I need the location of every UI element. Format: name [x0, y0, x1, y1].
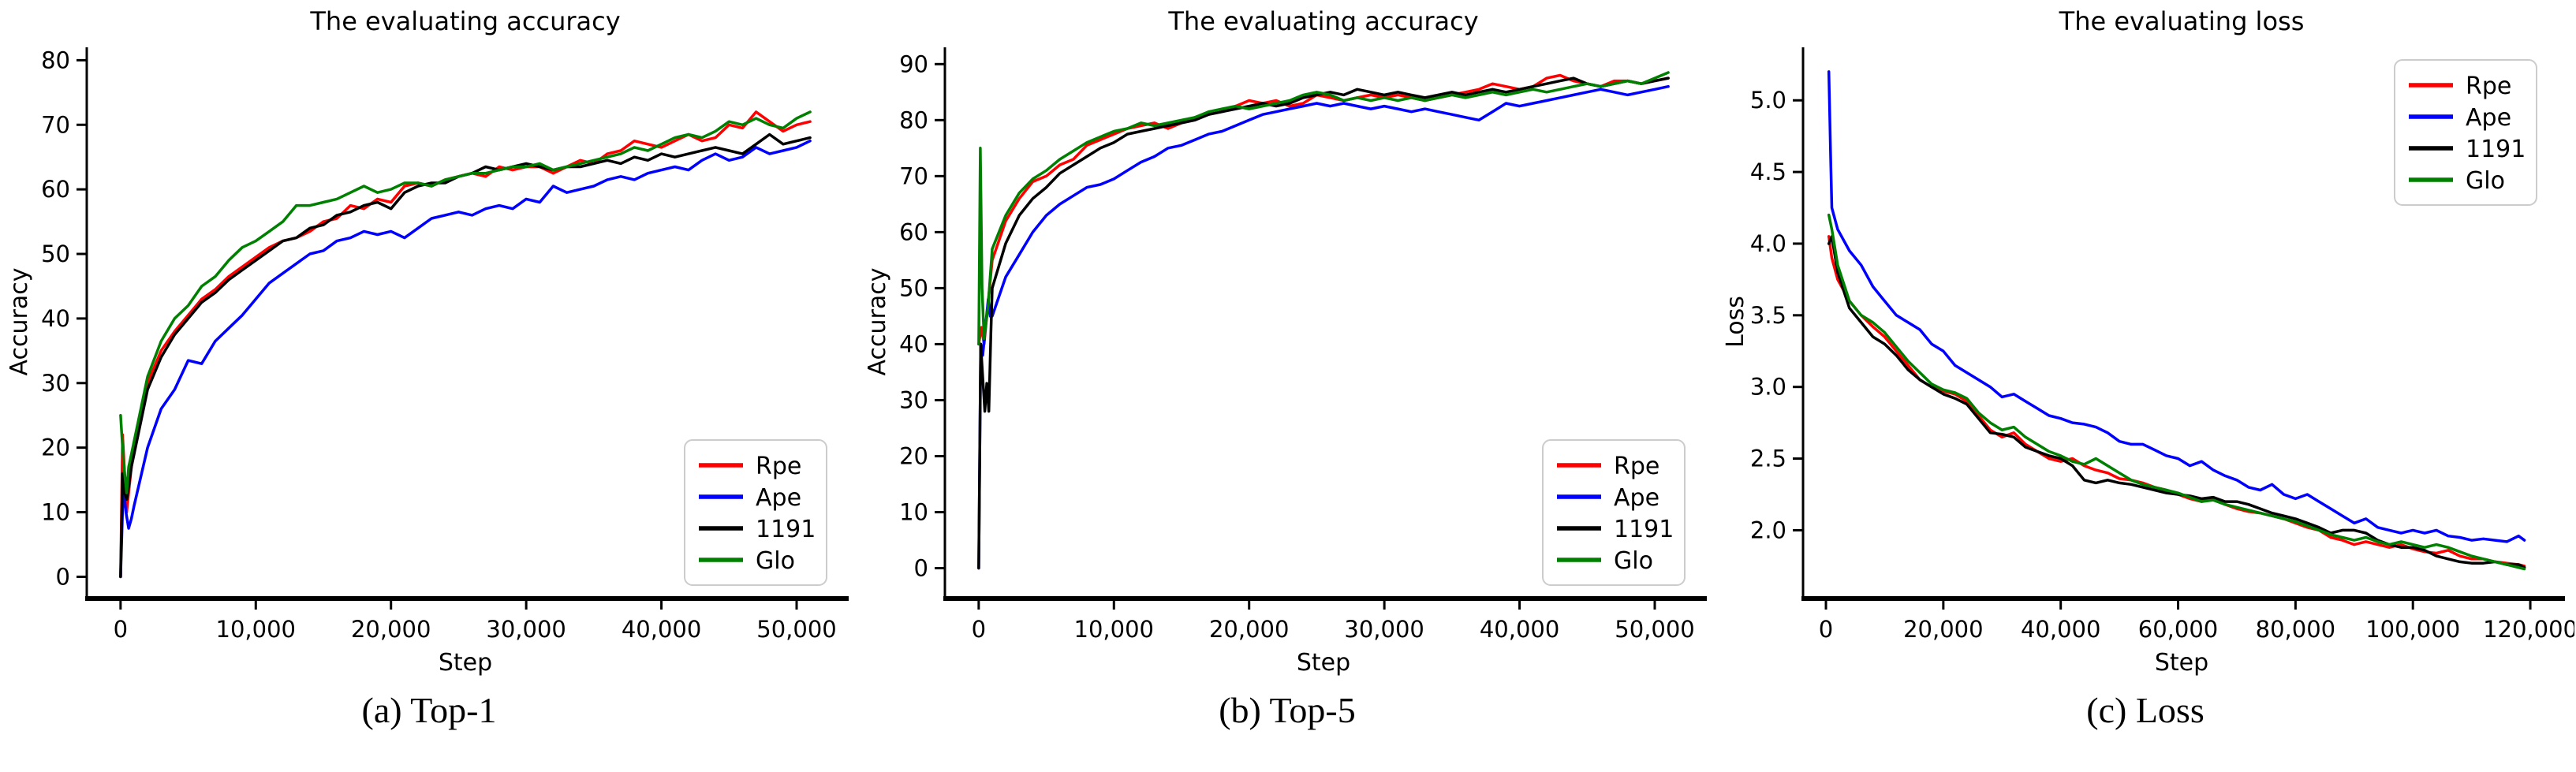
caption-loss: (c) Loss — [2086, 690, 2205, 730]
chart-title: The evaluating loss — [2059, 6, 2305, 36]
chart-title: The evaluating accuracy — [309, 6, 620, 36]
legend: Rpe Ape 1191 Glo — [684, 439, 827, 586]
figure-top5: The evaluating accuracy Accuracy Step 0 10 20… — [858, 0, 1716, 772]
legend-label-rpe: Rpe — [756, 453, 801, 480]
y-tick-label: 60 — [41, 176, 70, 203]
legend-box — [684, 439, 827, 586]
y-tick-label: 50 — [899, 274, 928, 301]
series-line-glo — [977, 71, 1670, 346]
legend-label-1191: 1191 — [1614, 516, 1674, 543]
x-axis-label: Step — [2155, 649, 2208, 677]
legend-label-ape: Ape — [2466, 104, 2511, 132]
x-tick-label: 20,000 — [1209, 616, 1289, 643]
y-tick-label: 30 — [41, 370, 70, 397]
x-tick-label: 0 — [114, 616, 128, 643]
y-axis-label: Accuracy — [6, 268, 33, 376]
x-tick-label: 0 — [1819, 616, 1833, 643]
y-tick-label: 3.0 — [1750, 374, 1786, 401]
caption-top5: (b) Top-5 — [1219, 690, 1356, 730]
figure-top1: The evaluating accuracy Accuracy Step 0 10 20… — [0, 0, 858, 772]
y-tick-label: 20 — [899, 442, 928, 469]
series-line-ape — [119, 139, 812, 579]
caption-top1: (a) Top-1 — [361, 690, 497, 730]
x-tick-label: 30,000 — [486, 616, 566, 643]
series-line-rpe — [1827, 235, 2526, 568]
series-line-1191 — [1827, 235, 2526, 569]
x-tick-label: 10,000 — [1074, 616, 1154, 643]
legend-label-glo: Glo — [756, 547, 795, 575]
series-line-glo — [119, 110, 812, 494]
legend-label-rpe: Rpe — [2466, 73, 2511, 100]
chart-top1-accuracy: The evaluating accuracy Accuracy Step 0 10 20… — [6, 6, 849, 677]
x-tick-label: 10,000 — [216, 616, 296, 643]
legend-box — [2394, 59, 2537, 206]
figure-loss: The evaluating loss Loss Step 2.0 2.5 3.0 3.5 4… — [1716, 0, 2574, 772]
x-tick-label: 0 — [972, 616, 986, 643]
y-axis-label: Accuracy — [864, 268, 891, 376]
y-tick-label: 0 — [56, 563, 70, 590]
x-tick-label: 50,000 — [1615, 616, 1694, 643]
x-tick-label: 30,000 — [1344, 616, 1424, 643]
y-tick-label: 40 — [899, 330, 928, 357]
legend-label-1191: 1191 — [2466, 136, 2526, 163]
y-tick-label: 50 — [41, 241, 70, 267]
y-tick-label: 2.0 — [1750, 517, 1786, 543]
x-tick-label: 40,000 — [1480, 616, 1559, 643]
y-tick-label: 60 — [899, 218, 928, 245]
series-line-ape — [1827, 70, 2526, 543]
y-tick-label: 30 — [899, 386, 928, 413]
x-tick-label: 50,000 — [756, 616, 836, 643]
x-tick-label: 20,000 — [1903, 616, 1983, 643]
y-tick-label: 70 — [41, 111, 70, 138]
chart-loss: The evaluating loss Loss Step 2.0 2.5 3.0 3.5 4… — [1722, 6, 2574, 677]
series-line-1191 — [119, 132, 812, 579]
series-line-rpe — [977, 73, 1670, 346]
y-tick-label: 10 — [899, 498, 928, 525]
x-axis-label: Step — [439, 649, 492, 677]
legend: Rpe Ape 1191 Glo — [1542, 439, 1686, 586]
series-line-glo — [1827, 213, 2526, 571]
x-axis-label: Step — [1297, 649, 1350, 677]
x-tick-label: 60,000 — [2138, 616, 2218, 643]
y-tick-label: 4.0 — [1750, 230, 1786, 257]
x-tick-label: 40,000 — [2021, 616, 2100, 643]
y-tick-label: 4.5 — [1750, 159, 1786, 185]
x-tick-label: 80,000 — [2256, 616, 2335, 643]
series-line-1191 — [977, 76, 1670, 570]
x-tick-label: 40,000 — [622, 616, 701, 643]
y-tick-label: 10 — [41, 499, 70, 526]
y-tick-label: 20 — [41, 434, 70, 461]
legend-label-glo: Glo — [1614, 547, 1653, 575]
y-tick-label: 3.5 — [1750, 302, 1786, 329]
x-tick-label: 20,000 — [351, 616, 431, 643]
y-tick-label: 70 — [899, 162, 928, 189]
y-tick-label: 90 — [899, 50, 928, 77]
x-tick-label: 100,000 — [2365, 616, 2460, 643]
x-tick-label: 120,000 — [2483, 616, 2574, 643]
y-tick-label: 0 — [914, 554, 928, 581]
legend-box — [1542, 439, 1686, 586]
legend-label-1191: 1191 — [756, 516, 816, 543]
legend: Rpe Ape 1191 Glo — [2394, 59, 2537, 206]
y-tick-label: 80 — [899, 106, 928, 133]
y-tick-label: 40 — [41, 305, 70, 332]
y-axis-label: Loss — [1722, 296, 1749, 348]
legend-label-glo: Glo — [2466, 167, 2505, 195]
y-tick-label: 2.5 — [1750, 446, 1786, 472]
chart-top5-accuracy: The evaluating accuracy Accuracy Step 0 10 20… — [864, 6, 1707, 677]
legend-label-ape: Ape — [1614, 484, 1659, 512]
y-tick-label: 5.0 — [1750, 87, 1786, 114]
legend-label-rpe: Rpe — [1614, 453, 1659, 480]
y-tick-label: 80 — [41, 47, 70, 73]
series-line-ape — [977, 84, 1670, 570]
chart-title: The evaluating accuracy — [1167, 6, 1478, 36]
legend-label-ape: Ape — [756, 484, 801, 512]
